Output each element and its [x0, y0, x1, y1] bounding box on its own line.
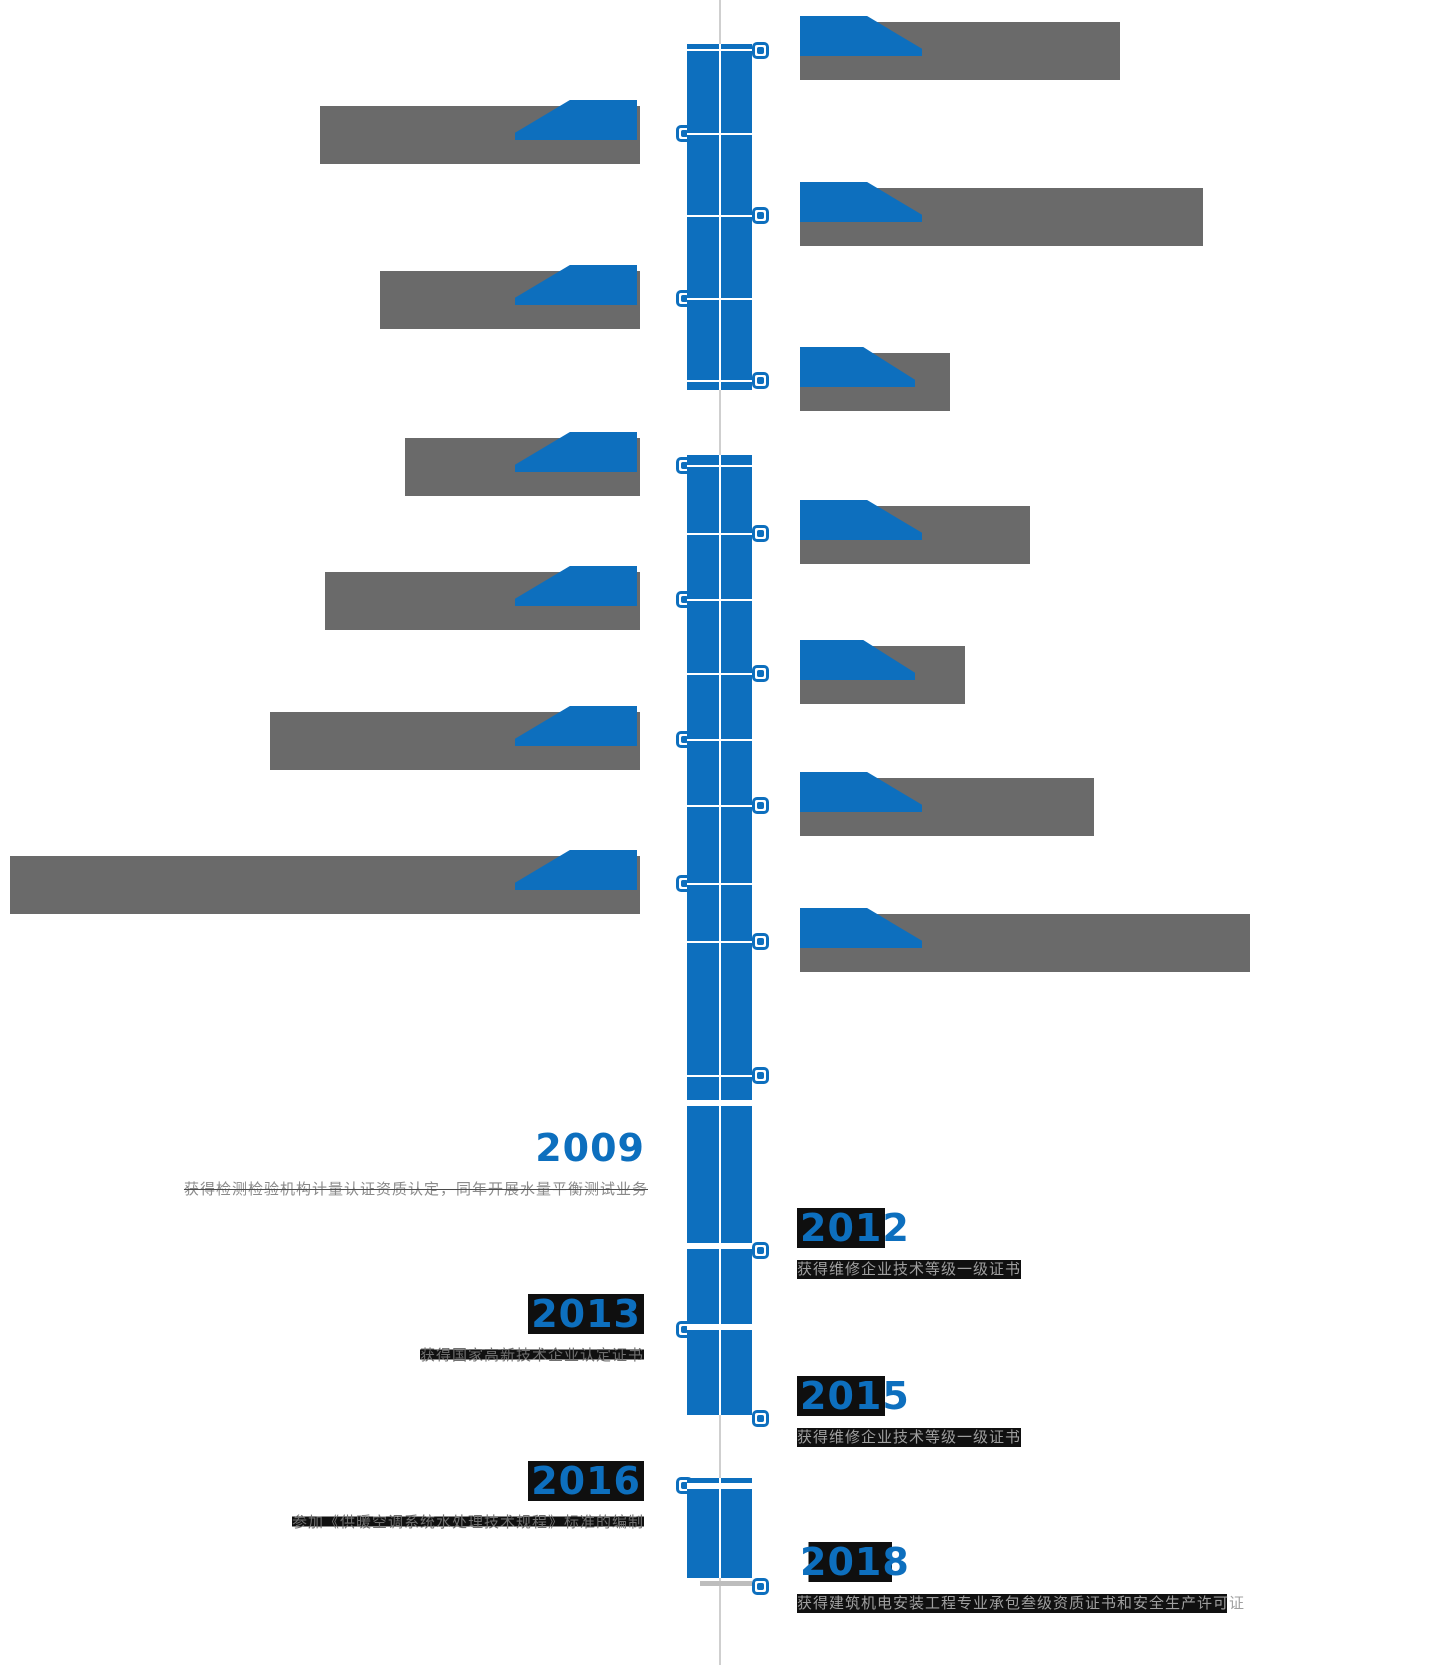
timeline-node-icon	[752, 797, 769, 814]
timeline-node-icon	[752, 525, 769, 542]
timeline-entry-redacted	[800, 347, 950, 411]
timeline-entry: 2016 参加《供暖空调系统水处理技术规程》标准的编制	[120, 1461, 644, 1532]
timeline-band	[687, 1243, 752, 1249]
entry-year: 2018	[797, 1542, 913, 1582]
timeline-entry: 2013 获得国家高新技术企业认定证书	[160, 1294, 644, 1365]
timeline-node-icon	[752, 1242, 769, 1259]
timeline-tick	[687, 739, 752, 741]
entry-year-redacted	[800, 500, 922, 540]
entry-year-redacted	[515, 850, 637, 890]
timeline-tick	[687, 49, 752, 51]
timeline-tick	[687, 805, 752, 807]
timeline-entry-redacted	[800, 640, 965, 704]
timeline-node-icon	[752, 1410, 769, 1427]
timeline-entry: 2015 获得维修企业技术等级一级证书	[797, 1376, 1317, 1447]
entry-year-redacted	[800, 16, 922, 56]
entry-year: 2012	[797, 1208, 913, 1248]
timeline-node-icon	[752, 42, 769, 59]
timeline-band	[687, 1324, 752, 1330]
entry-year-redacted	[800, 182, 922, 222]
entry-year: 2013	[528, 1294, 644, 1334]
timeline-entry-redacted	[320, 100, 640, 164]
timeline-entry-redacted	[270, 706, 640, 770]
timeline-node-icon	[752, 372, 769, 389]
timeline-entry: 2018 获得建筑机电安装工程专业承包叁级资质证书和安全生产许可证	[797, 1542, 1317, 1613]
timeline-tick	[687, 215, 752, 217]
timeline-node-icon	[752, 1578, 769, 1595]
timeline-band	[687, 1100, 752, 1106]
timeline-entry-redacted	[800, 772, 1094, 836]
timeline-node-icon	[752, 207, 769, 224]
entry-year: 2016	[528, 1461, 644, 1501]
timeline-tick	[687, 533, 752, 535]
entry-year-redacted	[515, 566, 637, 606]
timeline-entry-redacted	[800, 908, 1250, 972]
entry-description: 获得国家高新技术企业认定证书	[419, 1346, 644, 1365]
timeline-bar-segment	[687, 455, 752, 1415]
timeline-entry-redacted	[800, 182, 1203, 246]
entry-year: 2009	[535, 1126, 645, 1170]
entry-year-redacted	[515, 100, 637, 140]
timeline-node-icon	[752, 1067, 769, 1084]
timeline-entry-redacted	[325, 566, 640, 630]
entry-year-redacted	[515, 706, 637, 746]
entry-year-redacted	[515, 265, 637, 305]
timeline-tick	[687, 599, 752, 601]
timeline-tick	[687, 941, 752, 943]
timeline-entry-redacted	[800, 500, 1030, 564]
timeline-tick	[687, 298, 752, 300]
timeline-entry-redacted	[405, 432, 640, 496]
entry-year-redacted	[800, 908, 922, 948]
timeline-tick	[687, 133, 752, 135]
entry-year-redacted	[800, 640, 915, 680]
timeline-node-icon	[752, 665, 769, 682]
timeline-entry: 2012 获得维修企业技术等级一级证书	[797, 1208, 1317, 1279]
timeline-bar-segment	[687, 44, 752, 390]
timeline-entry-redacted	[800, 16, 1120, 80]
entry-year-redacted	[515, 432, 637, 472]
timeline-tick	[687, 380, 752, 382]
entry-year-redacted	[800, 347, 915, 387]
entry-description: 参加《供暖空调系统水处理技术规程》标准的编制	[291, 1513, 644, 1532]
timeline-entry-redacted	[10, 850, 640, 914]
entry-description: 获得维修企业技术等级一级证书	[797, 1260, 1022, 1279]
timeline-entry-redacted	[380, 265, 640, 329]
timeline-tick	[687, 673, 752, 675]
entry-description: 获得维修企业技术等级一级证书	[797, 1428, 1022, 1447]
timeline-tick	[687, 465, 752, 467]
timeline-bar-segment	[687, 1478, 752, 1578]
entry-description: 获得建筑机电安装工程专业承包叁级资质证书和安全生产许可证	[797, 1594, 1246, 1613]
timeline-tick	[687, 883, 752, 885]
entry-year: 2015	[797, 1376, 913, 1416]
entry-description: 获得检测检验机构计量认证资质认定，同年开展水量平衡测试业务	[183, 1180, 648, 1198]
timeline-band	[700, 1581, 752, 1586]
timeline-tick	[687, 1075, 752, 1077]
timeline-node-icon	[752, 933, 769, 950]
entry-year-redacted	[800, 772, 922, 812]
timeline-entry: 2009 获得检测检验机构计量认证资质认定，同年开展水量平衡测试业务	[120, 1128, 648, 1199]
timeline-band	[687, 1483, 752, 1489]
